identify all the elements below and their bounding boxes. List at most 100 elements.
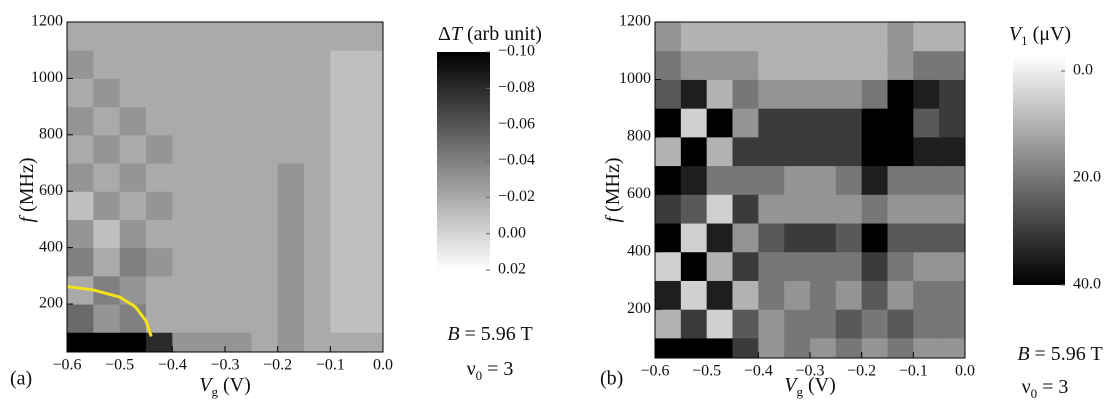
heat-cell bbox=[225, 50, 252, 79]
heat-cell bbox=[198, 219, 226, 249]
heat-cell bbox=[835, 165, 863, 195]
heat-cell bbox=[939, 22, 966, 52]
heat-cell bbox=[67, 50, 94, 79]
heat-cell bbox=[330, 50, 358, 79]
heat-cell bbox=[861, 309, 888, 339]
heat-cell bbox=[810, 165, 837, 195]
heat-cell bbox=[304, 134, 331, 164]
heat-cell bbox=[93, 22, 121, 51]
heat-cell bbox=[172, 22, 200, 51]
heat-cell bbox=[810, 194, 837, 224]
heat-cell bbox=[93, 163, 121, 192]
heat-cell bbox=[655, 136, 682, 167]
heat-cell bbox=[251, 50, 279, 79]
heat-cell bbox=[93, 134, 121, 164]
heat-cell bbox=[119, 78, 147, 108]
heat-cell bbox=[861, 223, 888, 253]
x-tick-label: −0.3 bbox=[210, 357, 239, 374]
colorbar-title: ΔT (arb unit) bbox=[438, 23, 542, 45]
heat-cell bbox=[758, 251, 785, 281]
x-tick-label: −0.1 bbox=[316, 357, 345, 374]
heat-cell bbox=[784, 309, 811, 339]
heat-cell bbox=[835, 136, 863, 167]
heat-cell bbox=[861, 79, 888, 109]
heat-cell bbox=[330, 275, 358, 305]
label-part: 1 bbox=[1021, 33, 1028, 48]
heat-cell bbox=[835, 50, 863, 80]
x-tick-label: −0.5 bbox=[692, 363, 721, 380]
panel-label: (a) bbox=[10, 368, 32, 390]
heat-cell bbox=[304, 275, 331, 305]
heat-cell bbox=[913, 223, 940, 253]
heat-cell bbox=[706, 194, 733, 224]
heat-cell bbox=[93, 50, 121, 79]
heat-cell bbox=[172, 247, 200, 277]
heat-cell bbox=[251, 332, 279, 353]
heat-cell bbox=[887, 223, 914, 253]
heat-cell bbox=[198, 22, 226, 51]
label-part: g bbox=[796, 384, 803, 399]
label-part: (V) bbox=[803, 374, 836, 396]
x-tick-label: −0.6 bbox=[640, 363, 669, 380]
colorbar bbox=[1013, 55, 1065, 285]
heat-cell bbox=[356, 191, 384, 220]
heat-cell bbox=[356, 106, 384, 136]
label-part: V bbox=[199, 374, 214, 396]
heat-cell bbox=[784, 79, 811, 109]
panel-label: (b) bbox=[600, 368, 623, 390]
heat-cell bbox=[146, 78, 173, 108]
heat-cell bbox=[758, 22, 785, 52]
heat-cell bbox=[277, 332, 305, 353]
heat-cell bbox=[861, 50, 888, 80]
curve bbox=[66, 285, 153, 337]
heat-cell bbox=[225, 275, 252, 305]
heat-cell bbox=[146, 106, 173, 136]
heat-cell bbox=[225, 22, 252, 51]
heat-cell bbox=[758, 337, 785, 359]
heat-cell bbox=[861, 22, 888, 52]
heat-cell bbox=[67, 22, 94, 51]
heat-cell bbox=[887, 280, 914, 310]
heat-cell bbox=[758, 79, 785, 109]
heat-cell bbox=[680, 223, 708, 253]
heat-cell bbox=[356, 304, 384, 333]
heat-cell bbox=[655, 108, 682, 138]
heat-cell bbox=[304, 78, 331, 108]
heat-cell bbox=[67, 134, 94, 164]
heat-cell bbox=[835, 251, 863, 281]
heat-cell bbox=[172, 78, 200, 108]
x-axis-label: Vg (V) bbox=[784, 374, 835, 400]
label-part: = 3 bbox=[1037, 376, 1068, 398]
colorbar-tick-label: 0.0 bbox=[1073, 62, 1093, 79]
heat-cell bbox=[706, 79, 733, 109]
heat-cell bbox=[732, 165, 759, 195]
x-tick-label: −0.2 bbox=[847, 363, 876, 380]
heat-cell bbox=[356, 78, 384, 108]
heat-cell bbox=[913, 251, 940, 281]
heat-cell bbox=[172, 134, 200, 164]
heat-cell bbox=[655, 50, 682, 80]
heat-cell bbox=[939, 337, 966, 359]
heat-cell bbox=[67, 163, 94, 192]
heat-cell bbox=[706, 223, 733, 253]
heat-cell bbox=[225, 247, 252, 277]
heat-cell bbox=[304, 50, 331, 79]
x-tick-label: −0.6 bbox=[52, 357, 81, 374]
y-tick-label: 1200 bbox=[619, 13, 651, 30]
heat-cell bbox=[225, 134, 252, 164]
heat-cell bbox=[680, 79, 708, 109]
heat-cell bbox=[810, 223, 837, 253]
heat-cell bbox=[198, 275, 226, 305]
heat-cell bbox=[680, 22, 708, 52]
heat-cell bbox=[356, 247, 384, 277]
heat-cell bbox=[67, 106, 94, 136]
heat-cell bbox=[198, 134, 226, 164]
label-part: g bbox=[211, 384, 218, 399]
y-tick-label: 1000 bbox=[619, 70, 651, 87]
heat-cell bbox=[93, 304, 121, 333]
heat-cell bbox=[887, 136, 914, 167]
label-part: V bbox=[1009, 23, 1024, 45]
x-tick-label: −0.4 bbox=[158, 357, 187, 374]
heat-cell bbox=[119, 50, 147, 79]
